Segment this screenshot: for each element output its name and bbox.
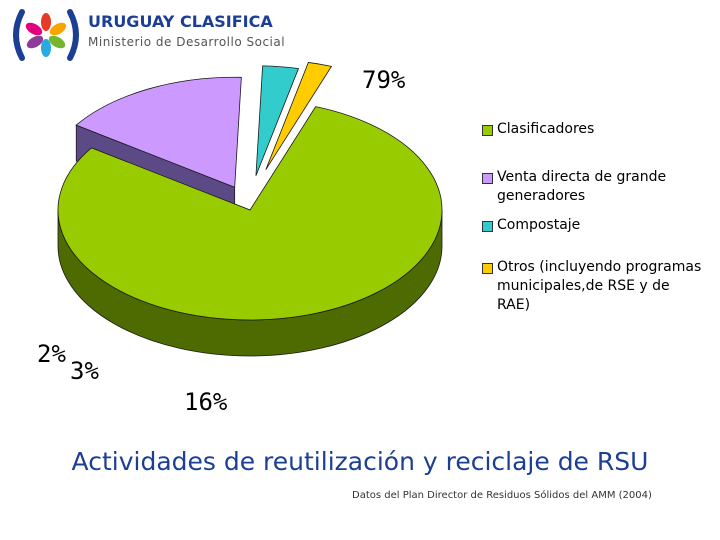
legend-item-venta-directa: Venta directa de grande generadores xyxy=(482,168,707,206)
pie-tops xyxy=(57,62,443,321)
legend-label: Otros (incluyendo programas municipales,… xyxy=(497,259,702,313)
legend-item-otros: Otros (incluyendo programas municipales,… xyxy=(482,258,707,315)
slice-value-label: 79% xyxy=(362,66,406,94)
chart-title: Actividades de reutilización y reciclaje… xyxy=(71,447,649,476)
legend-item-clasificadores: Clasificadores xyxy=(482,120,707,139)
pie-slice xyxy=(265,62,333,170)
legend-swatch xyxy=(482,263,493,274)
pie-slice xyxy=(75,76,242,188)
pie-slice xyxy=(255,65,300,176)
brand-subtitle: Ministerio de Desarrollo Social xyxy=(88,35,286,49)
slice-value-label: 2% xyxy=(37,340,66,368)
brand-title: URUGUAY CLASIFICA xyxy=(88,12,273,31)
legend-swatch xyxy=(482,173,493,184)
legend-swatch xyxy=(482,125,493,136)
slice-value-label: 16% xyxy=(184,388,228,416)
legend-label: Venta directa de grande generadores xyxy=(497,169,667,204)
uruguay-clasifica-logo xyxy=(13,9,79,61)
legend-label: Clasificadores xyxy=(497,121,595,137)
chart-source: Datos del Plan Director de Residuos Sóli… xyxy=(352,490,652,501)
chart-legend: Clasificadores Venta directa de grande g… xyxy=(482,120,707,329)
legend-item-compostaje: Compostaje xyxy=(482,216,707,235)
slice-value-label: 3% xyxy=(70,357,99,385)
legend-label: Compostaje xyxy=(497,217,581,233)
legend-swatch xyxy=(482,221,493,232)
pie-slice xyxy=(57,106,443,321)
